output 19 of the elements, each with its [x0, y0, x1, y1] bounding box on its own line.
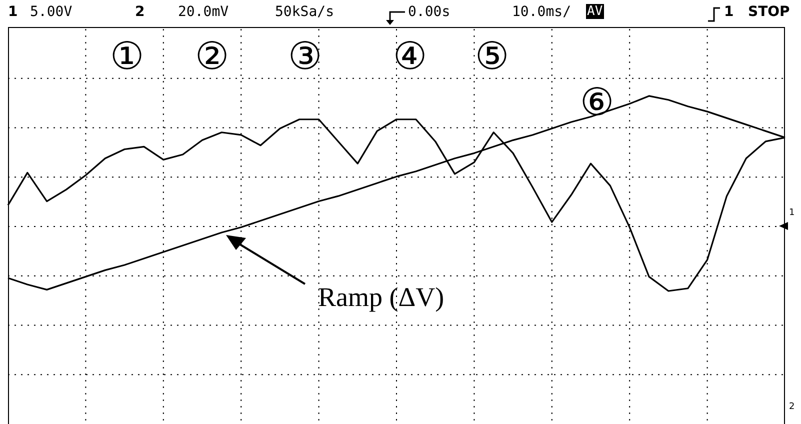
text: 1 [8, 4, 18, 20]
text: 50kSa/s [275, 4, 334, 20]
text: ⑤ [475, 34, 510, 78]
annotation: Ramp (ΔV) [318, 282, 444, 313]
annotation: ⑥ [580, 80, 614, 124]
text: 1 [789, 208, 795, 218]
text: STOP [748, 4, 790, 20]
text: ③ [288, 34, 322, 78]
text: 20.0mV [178, 4, 229, 20]
text: 5.00V [30, 4, 72, 20]
text: 2 [135, 4, 145, 20]
text: ② [195, 34, 230, 78]
text: ④ [393, 34, 428, 78]
text: AV [586, 4, 604, 19]
text: 1 [724, 4, 734, 20]
text: 2 [789, 402, 795, 412]
text: 10.0ms/ [512, 4, 572, 20]
text: ① [110, 34, 144, 78]
text: 0.00s [408, 4, 450, 20]
